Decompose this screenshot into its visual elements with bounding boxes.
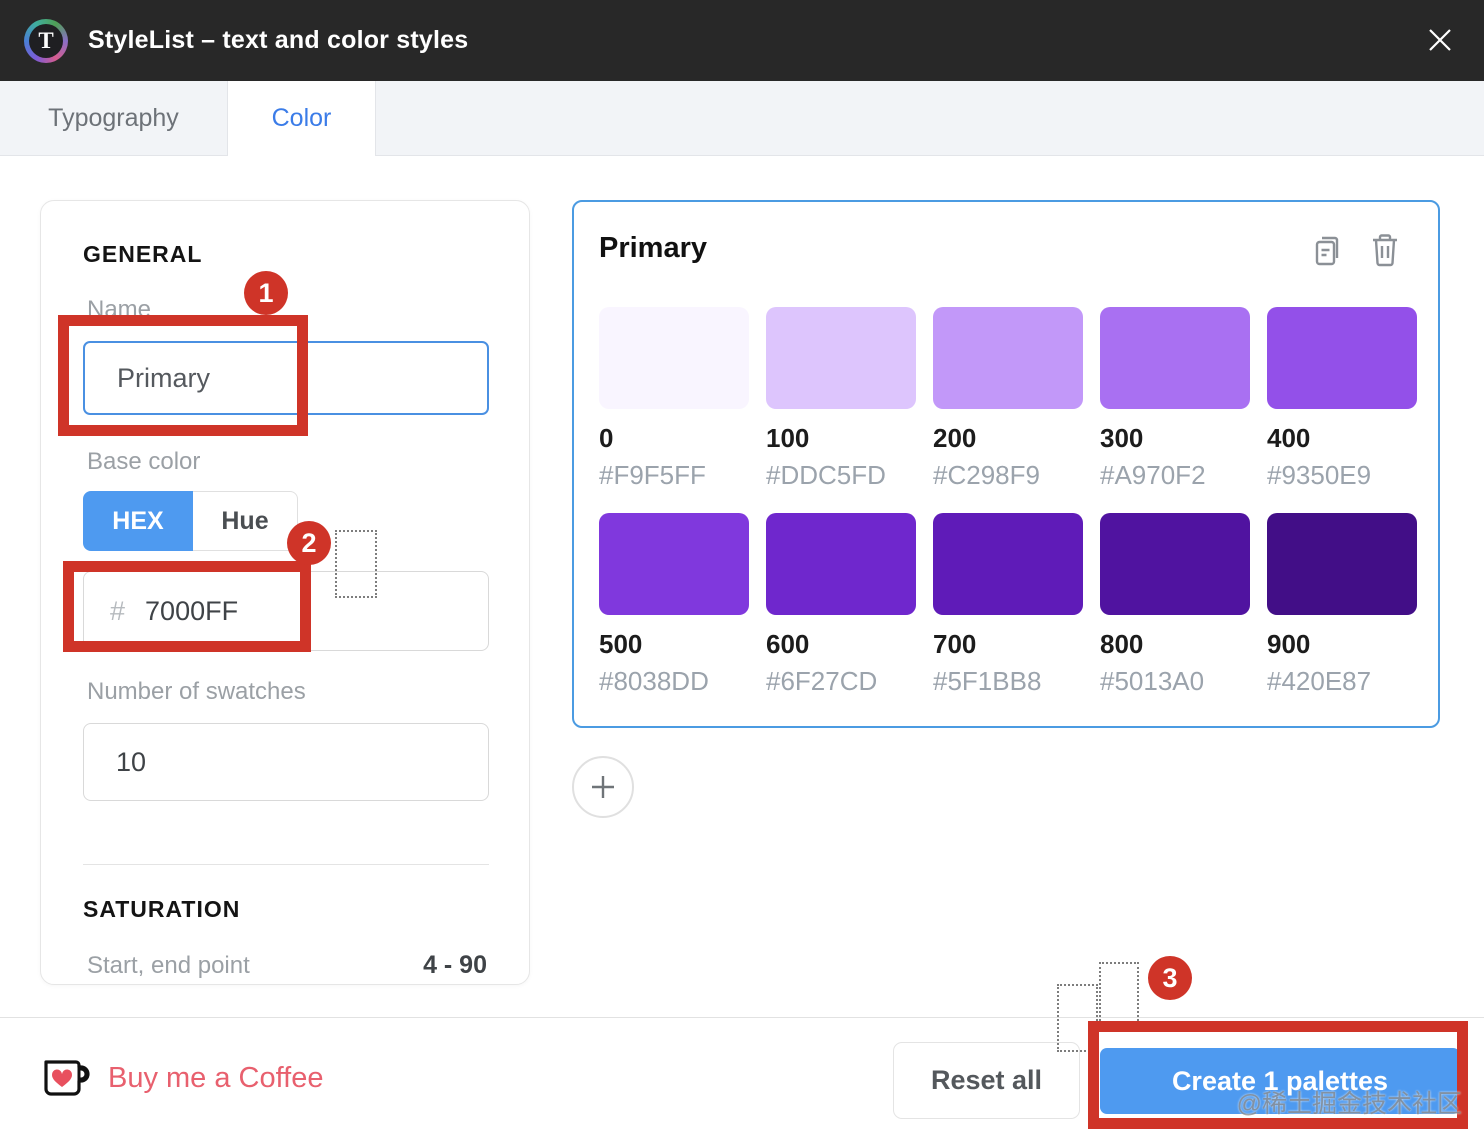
window-title: StyleList – text and color styles	[88, 26, 469, 54]
num-swatches-label: Number of swatches	[87, 678, 306, 705]
tab-bar-filler	[375, 81, 1484, 156]
swatch-hex-label: #420E87	[1267, 666, 1372, 696]
swatch-hex-label: #F9F5FF	[599, 460, 706, 490]
name-label: Name	[87, 296, 152, 323]
swatch-color-block[interactable]	[1267, 513, 1417, 615]
palette-swatch: 100 #DDC5FD	[766, 307, 916, 491]
heart-icon	[51, 1069, 73, 1087]
annotation-step-3-badge: 3	[1148, 956, 1192, 1000]
swatch-color-block[interactable]	[1100, 307, 1250, 409]
palette-swatch: 900 #420E87	[1267, 513, 1417, 697]
plus-icon	[592, 776, 614, 798]
trash-icon[interactable]	[1370, 232, 1400, 268]
palette-swatch: 500 #8038DD	[599, 513, 749, 697]
section-divider	[83, 864, 489, 865]
name-input[interactable]	[83, 341, 489, 415]
palette-swatch: 300 #A970F2	[1100, 307, 1250, 491]
swatch-color-block[interactable]	[599, 307, 749, 409]
hex-prefix: #	[110, 595, 126, 626]
base-color-mode-toggle: HEX Hue	[83, 491, 298, 551]
buy-coffee-link[interactable]: Buy me a Coffee	[40, 1054, 323, 1102]
palette-swatch: 0 #F9F5FF	[599, 307, 749, 491]
palette-card: Primary 0	[572, 200, 1440, 728]
swatch-grid: 0 #F9F5FF 100 #DDC5FD 200 #C298F9	[599, 307, 1417, 697]
swatch-step-label: 100	[766, 423, 810, 453]
palette-swatch: 200 #C298F9	[933, 307, 1083, 491]
saturation-value: 4 - 90	[423, 951, 487, 979]
buy-coffee-label: Buy me a Coffee	[108, 1061, 324, 1094]
swatch-step-label: 700	[933, 629, 977, 659]
palette-actions	[1312, 232, 1400, 268]
swatch-color-block[interactable]	[1267, 307, 1417, 409]
tab-bar: Typography Color	[0, 81, 1484, 156]
logo-icon: T	[24, 18, 68, 63]
swatch-step-label: 500	[599, 629, 643, 659]
swatch-hex-label: #9350E9	[1267, 460, 1372, 490]
hue-toggle-option[interactable]: Hue	[193, 491, 298, 551]
base-color-label: Base color	[87, 448, 201, 475]
swatch-hex-label: #DDC5FD	[766, 460, 886, 490]
swatch-color-block[interactable]	[1100, 513, 1250, 615]
saturation-label: Start, end point	[87, 952, 250, 979]
add-palette-button[interactable]	[572, 756, 634, 818]
hex-toggle-option[interactable]: HEX	[83, 491, 193, 551]
hex-value: 7000FF	[145, 595, 239, 626]
reset-all-button[interactable]: Reset all	[893, 1042, 1080, 1119]
copy-icon[interactable]	[1312, 232, 1344, 268]
palette-title: Primary	[599, 232, 708, 264]
swatch-color-block[interactable]	[599, 513, 749, 615]
swatch-step-label: 200	[933, 423, 977, 453]
swatch-step-label: 300	[1100, 423, 1144, 453]
num-swatches-input[interactable]	[83, 723, 489, 801]
swatch-hex-label: #6F27CD	[766, 666, 878, 696]
hex-color-input[interactable]: # 7000FF	[83, 571, 489, 651]
tab-color[interactable]: Color	[228, 81, 375, 156]
swatch-hex-label: #5013A0	[1100, 666, 1205, 696]
coffee-cup-icon	[44, 1060, 90, 1096]
palette-swatch: 400 #9350E9	[1267, 307, 1417, 491]
create-palettes-button[interactable]: Create 1 palettes	[1100, 1048, 1460, 1114]
footer-divider	[0, 1017, 1484, 1018]
swatch-step-label: 400	[1267, 423, 1311, 453]
swatch-step-label: 900	[1267, 629, 1311, 659]
close-icon[interactable]	[1422, 22, 1458, 58]
settings-panel: GENERAL Name Base color HEX Hue # 7000FF…	[40, 200, 530, 985]
swatch-step-label: 600	[766, 629, 810, 659]
swatch-color-block[interactable]	[933, 307, 1083, 409]
palette-swatch: 800 #5013A0	[1100, 513, 1250, 697]
tab-typography[interactable]: Typography	[0, 81, 228, 156]
logo-letter: T	[29, 23, 63, 58]
swatch-color-block[interactable]	[766, 513, 916, 615]
cursor-dashed-outline-2	[1099, 962, 1139, 1029]
general-section-title: GENERAL	[83, 241, 203, 267]
palette-swatch: 700 #5F1BB8	[933, 513, 1083, 697]
swatch-color-block[interactable]	[766, 307, 916, 409]
swatch-step-label: 800	[1100, 629, 1144, 659]
swatch-step-label: 0	[599, 423, 614, 453]
swatch-hex-label: #A970F2	[1100, 460, 1206, 490]
window-header: T StyleList – text and color styles	[0, 0, 1484, 81]
swatch-hex-label: #5F1BB8	[933, 666, 1042, 696]
palette-swatch: 600 #6F27CD	[766, 513, 916, 697]
swatch-hex-label: #C298F9	[933, 460, 1040, 490]
swatch-hex-label: #8038DD	[599, 666, 709, 696]
swatch-color-block[interactable]	[933, 513, 1083, 615]
saturation-row: Start, end point 4 - 90	[87, 951, 487, 980]
saturation-section-title: SATURATION	[83, 896, 241, 922]
